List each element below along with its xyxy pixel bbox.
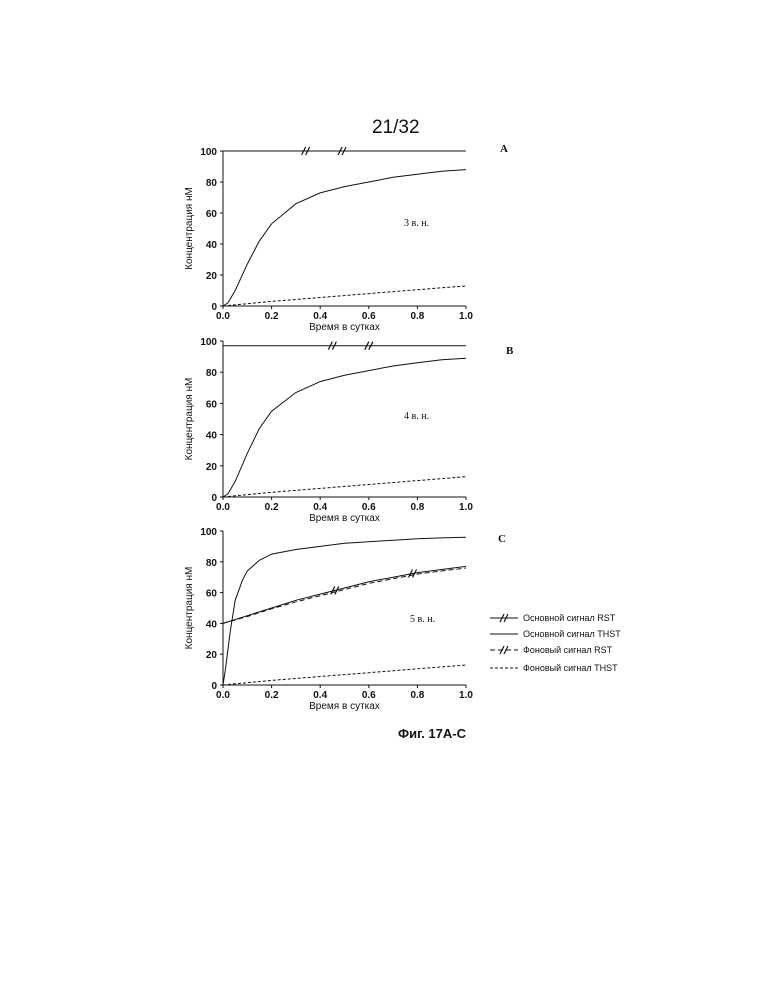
series-line-b-2 [223,477,466,497]
x-axis-label-c: Время в сутках [309,701,380,712]
y-tick-label-a-5: 100 [200,147,217,158]
y-tick-label-c-0: 0 [211,681,217,692]
x-tick-label-c-4: 0.8 [410,690,424,701]
x-axis-label-a: Время в сутках [309,322,380,333]
x-tick-label-b-5: 1.0 [459,502,473,513]
x-tick-label-c-3: 0.6 [362,690,376,701]
y-tick-label-c-3: 60 [206,589,218,600]
legend-label-0: Основной сигнал RST [523,613,616,623]
panel-letter-b: B [506,345,514,357]
x-tick-label-b-0: 0.0 [216,502,230,513]
y-tick-label-c-4: 80 [206,558,218,569]
y-tick-label-c-2: 40 [206,619,218,630]
panel-annotation-b: 4 в. н. [404,411,429,422]
x-tick-label-c-5: 1.0 [459,690,473,701]
x-axis-label-b: Время в сутках [309,513,380,524]
y-tick-label-a-1: 20 [206,271,218,282]
y-tick-label-a-4: 80 [206,178,218,189]
series-line-c-3 [223,665,466,685]
x-tick-label-a-3: 0.6 [362,311,376,322]
y-tick-label-b-0: 0 [211,493,217,504]
y-axis-label-c: Концентрация нМ [184,567,195,650]
x-tick-label-a-5: 1.0 [459,311,473,322]
x-tick-label-a-4: 0.8 [410,311,424,322]
panel-annotation-c: 5 в. н. [410,614,435,625]
legend-label-1: Основной сигнал THST [523,629,621,639]
chart-panel-b: 0.0 0.2 0.4 0.6 0.8 1.0 0 20 40 60 80 100 Время в су… [184,337,514,524]
x-tick-label-c-2: 0.4 [313,690,327,701]
x-tick-label-a-0: 0.0 [216,311,230,322]
panel-letter-c: C [498,533,506,545]
legend: Основной сигнал RST Основной сигнал THST Ф… [490,613,621,673]
x-tick-label-a-2: 0.4 [313,311,327,322]
x-tick-label-b-3: 0.6 [362,502,376,513]
panel-annotation-a: 3 в. н. [404,218,429,229]
y-tick-label-b-1: 20 [206,462,218,473]
x-tick-label-b-2: 0.4 [313,502,327,513]
y-axis-label-b: Концентрация нМ [184,378,195,461]
series-line-b-0 [223,346,466,497]
series-line-b-1 [223,358,466,497]
panel-letter-a: A [500,143,508,155]
y-tick-label-c-1: 20 [206,650,218,661]
x-tick-label-c-0: 0.0 [216,690,230,701]
x-tick-label-b-4: 0.8 [410,502,424,513]
figure-caption: Фиг. 17A-C [398,726,466,741]
chart-panel-c: 0.0 0.2 0.4 0.6 0.8 1.0 0 20 40 60 80 100 Время в су… [184,527,506,712]
y-tick-label-b-3: 60 [206,399,218,410]
y-tick-label-a-3: 60 [206,209,218,220]
chart-panel-a: 0.0 0.2 0.4 0.6 0.8 1.0 0 20 40 60 80 100 Время в су… [184,143,508,333]
series-line-a-0 [223,151,466,306]
y-tick-label-b-4: 80 [206,368,218,379]
legend-label-2: Фоновый сигнал RST [523,645,613,655]
series-line-a-1 [223,170,466,306]
y-tick-label-a-0: 0 [211,302,217,313]
series-line-c-1 [223,537,466,685]
x-tick-label-a-1: 0.2 [265,311,279,322]
y-tick-label-a-2: 40 [206,240,218,251]
x-tick-label-c-1: 0.2 [265,690,279,701]
y-axis-label-a: Концентрация нМ [184,187,195,270]
series-line-a-2 [223,286,466,306]
x-tick-label-b-1: 0.2 [265,502,279,513]
y-tick-label-b-2: 40 [206,431,218,442]
legend-label-3: Фоновый сигнал THST [523,663,618,673]
y-tick-label-c-5: 100 [200,527,217,538]
y-tick-label-b-5: 100 [200,337,217,348]
